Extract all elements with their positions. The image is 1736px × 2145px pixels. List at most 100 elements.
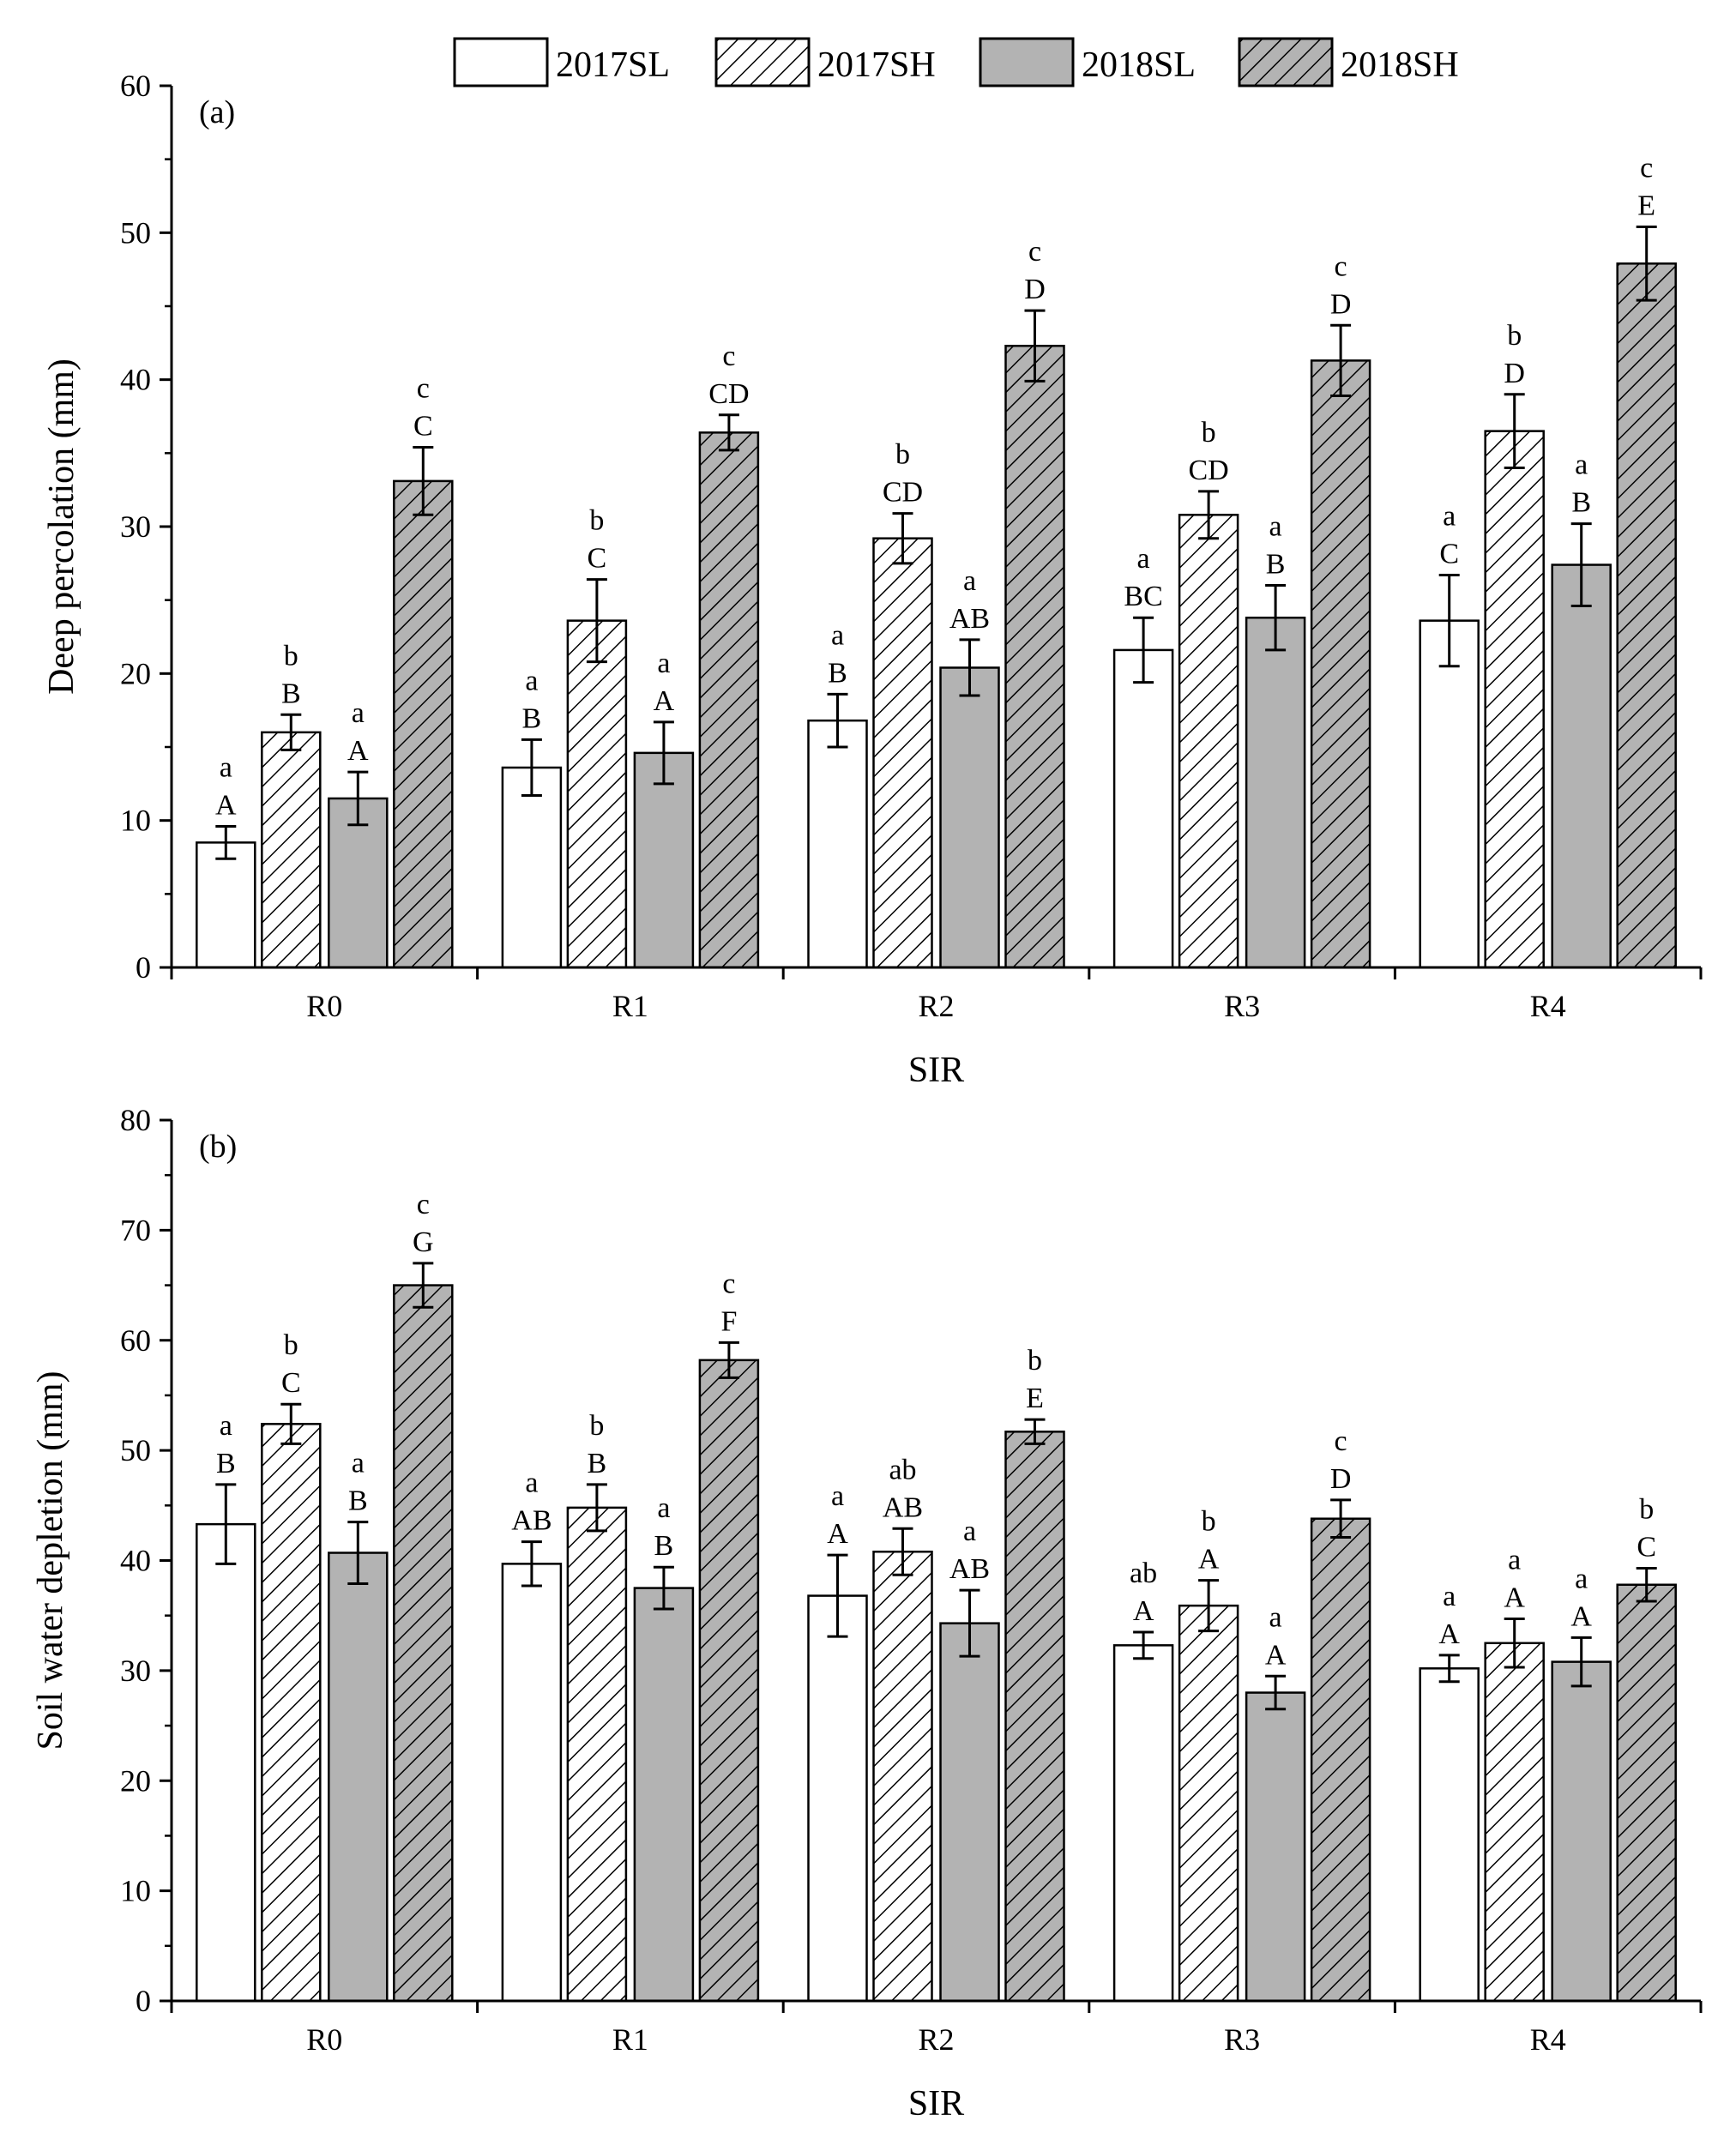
legend: 2017SL 2017SH 2018SL 2018SH	[453, 37, 1459, 87]
significance-lower-2017sh-r0: b	[284, 640, 298, 672]
error-bar-2017sh-r3	[1198, 490, 1220, 540]
error-bar-2018sh-r2	[1024, 309, 1046, 383]
error-bar-2017sh-r3	[1198, 1579, 1220, 1633]
bar-2018sh-r3	[1310, 359, 1371, 969]
bar-2018sl-r4	[1551, 563, 1612, 969]
error-bar-2018sl-r0	[347, 1521, 369, 1585]
significance-lower-2017sh-r3: b	[1202, 417, 1216, 449]
significance-lower-2017sl-r3: ab	[1130, 1558, 1157, 1589]
significance-upper-2018sh-r0: C	[413, 410, 433, 442]
significance-lower-2017sl-r3: a	[1137, 543, 1150, 575]
significance-lower-2018sh-r1: c	[722, 340, 735, 372]
legend-label-2018sh: 2018SH	[1341, 45, 1459, 85]
significance-upper-2017sh-r1: C	[588, 543, 607, 575]
y-tick-label: 70	[120, 1213, 151, 1247]
significance-lower-2017sl-r0: a	[220, 752, 232, 784]
y-tick-label: 20	[120, 656, 151, 690]
error-bar-2017sh-r4	[1504, 1618, 1525, 1669]
significance-upper-2018sl-r0: B	[348, 1485, 368, 1517]
error-bar-2017sl-r1	[521, 1540, 542, 1588]
bar-2017sh-r3	[1178, 1604, 1239, 2003]
significance-upper-2017sh-r2: CD	[883, 477, 923, 509]
significance-upper-2018sl-r1: A	[654, 685, 675, 717]
significance-lower-2018sh-r3: c	[1335, 250, 1347, 282]
x-tick-label-r1: R1	[612, 989, 648, 1023]
significance-lower-2018sh-r0: c	[417, 1189, 430, 1220]
error-bar-2018sl-r1	[653, 1565, 674, 1611]
y-tick-label: 40	[120, 363, 151, 397]
bar-2017sl-r2	[807, 1594, 868, 2003]
bar-2017sl-r1	[501, 766, 563, 969]
significance-lower-2017sl-r2: a	[831, 1480, 844, 1512]
significance-upper-2018sl-r4: B	[1571, 487, 1591, 519]
significance-lower-2017sh-r2: ab	[889, 1454, 916, 1485]
bar-2017sl-r4	[1419, 619, 1480, 969]
significance-upper-2017sl-r1: B	[522, 702, 542, 734]
error-bar-2018sh-r3	[1330, 323, 1352, 398]
significance-upper-2017sl-r0: A	[215, 790, 237, 822]
y-axis-title: Deep percolation (mm)	[42, 359, 81, 695]
significance-upper-2017sh-r2: AB	[883, 1491, 923, 1523]
significance-lower-2017sh-r1: b	[589, 1410, 604, 1442]
significance-lower-2018sl-r3: a	[1269, 1601, 1282, 1633]
significance-lower-2017sl-r2: a	[831, 619, 844, 651]
significance-upper-2017sl-r4: A	[1438, 1618, 1460, 1650]
error-bar-2018sl-r1	[653, 720, 674, 786]
significance-lower-2017sl-r1: a	[525, 1467, 538, 1499]
significance-lower-2018sl-r2: a	[963, 565, 976, 597]
significance-lower-2018sl-r1: a	[657, 648, 670, 679]
significance-lower-2017sh-r3: b	[1202, 1506, 1216, 1538]
error-bar-2017sh-r2	[892, 512, 913, 565]
error-bar-2017sl-r4	[1438, 1654, 1460, 1684]
significance-lower-2018sh-r4: b	[1639, 1493, 1654, 1525]
significance-upper-2017sl-r3: BC	[1124, 581, 1162, 612]
legend-label-2017sl: 2017SL	[556, 45, 670, 85]
significance-upper-2018sh-r4: C	[1637, 1531, 1656, 1563]
x-tick-label-r0: R0	[306, 989, 342, 1023]
y-tick-label: 40	[120, 1544, 151, 1578]
error-bar-2017sh-r2	[892, 1527, 913, 1576]
bar-2018sh-r0	[393, 1284, 454, 2003]
significance-upper-2018sh-r4: E	[1637, 190, 1655, 221]
significance-upper-2017sh-r1: B	[588, 1448, 607, 1479]
significance-upper-2018sl-r4: A	[1570, 1600, 1592, 1632]
y-tick-label: 10	[120, 1874, 151, 1908]
error-bar-2018sh-r3	[1330, 1498, 1352, 1539]
error-bar-2017sh-r1	[586, 1483, 607, 1533]
significance-upper-2017sh-r0: C	[281, 1367, 301, 1399]
error-bar-2017sl-r0	[215, 1483, 237, 1565]
bar-2018sl-r2	[939, 666, 1000, 969]
error-bar-2018sl-r4	[1570, 1636, 1592, 1688]
error-bar-2018sh-r4	[1636, 225, 1657, 302]
x-tick-label-r3: R3	[1224, 2022, 1260, 2057]
error-bar-2017sl-r4	[1438, 574, 1460, 668]
legend-swatch-2018sh	[1238, 37, 1334, 87]
significance-lower-2017sh-r4: b	[1507, 320, 1522, 352]
significance-lower-2018sl-r2: a	[963, 1515, 976, 1547]
bar-2018sh-r1	[698, 431, 760, 969]
bar-2018sl-r4	[1551, 1660, 1612, 2003]
error-bar-2017sl-r0	[215, 825, 237, 860]
error-bar-2017sh-r0	[280, 713, 302, 751]
error-bar-2018sl-r0	[347, 770, 369, 827]
bar-2018sh-r2	[1004, 1431, 1065, 2003]
bar-2018sl-r0	[328, 1552, 389, 2003]
significance-lower-2018sh-r1: c	[722, 1268, 735, 1299]
bar-2017sh-r3	[1178, 514, 1239, 969]
bar-2017sh-r4	[1484, 430, 1545, 969]
bar-2017sl-r4	[1419, 1667, 1480, 2003]
error-bar-2018sl-r2	[959, 1588, 980, 1658]
x-tick-label-r4: R4	[1530, 989, 1566, 1023]
significance-upper-2017sh-r3: CD	[1188, 455, 1228, 486]
significance-lower-2018sh-r4: c	[1640, 152, 1653, 184]
bar-2018sl-r3	[1245, 1691, 1306, 2003]
x-tick-label-r3: R3	[1224, 989, 1260, 1023]
y-tick-label: 80	[120, 1103, 151, 1137]
bar-2018sl-r1	[633, 1587, 695, 2003]
y-tick-label: 50	[120, 1433, 151, 1467]
x-tick-label-r4: R4	[1530, 2022, 1566, 2057]
bar-2018sl-r0	[328, 797, 389, 969]
y-tick-label: 10	[120, 804, 151, 838]
error-bar-2018sh-r1	[718, 1341, 739, 1379]
